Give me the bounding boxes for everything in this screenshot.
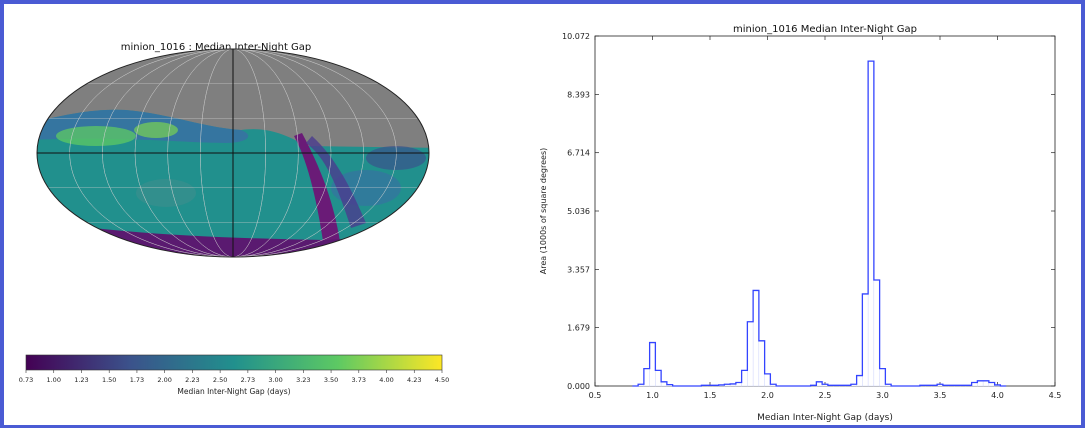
histogram-bars <box>637 60 1001 387</box>
sky-galactic-plane <box>294 133 341 248</box>
y-tick-label: 10.072 <box>562 32 590 41</box>
histogram-bar <box>747 321 754 387</box>
histogram-bar <box>873 279 880 387</box>
x-tick-label: 4.0 <box>991 391 1004 400</box>
skymap-mollweide <box>37 49 429 257</box>
colorbar-tick-label: 2.00 <box>157 376 171 384</box>
colorbar-label: Median Inter-Night Gap (days) <box>177 387 290 396</box>
sky-galactic-band <box>306 136 366 228</box>
plot-area <box>594 35 1056 387</box>
histogram-bar <box>982 380 990 387</box>
y-axis-label: Area (1000s of square degrees) <box>539 148 548 275</box>
x-tick-label: 2.5 <box>819 391 832 400</box>
histogram-title: minion_1016 Median Inter-Night Gap <box>733 24 917 35</box>
colorbar-tick-label: 0.73 <box>19 376 33 384</box>
sky-patch <box>56 126 136 146</box>
x-tick-label: 2.0 <box>761 391 774 400</box>
sky-masked-region <box>37 49 429 148</box>
skymap-figure: minion_1016 : Median Inter-Night Gap 0.7… <box>19 42 449 396</box>
x-axis-label: Median Inter-Night Gap (days) <box>757 413 893 423</box>
histogram-bar <box>741 370 748 387</box>
x-tick-label: 3.0 <box>876 391 889 400</box>
colorbar-tick-label: 4.50 <box>435 376 449 384</box>
sky-patch <box>136 179 196 207</box>
histogram-bar <box>752 290 760 387</box>
x-tick-label: 1.5 <box>704 391 717 400</box>
colorbar-tick-label: 4.00 <box>379 376 393 384</box>
histogram-bar <box>856 375 863 387</box>
histogram-bar <box>977 380 984 387</box>
skymap-panel: minion_1016 : Median Inter-Night Gap 0.7… <box>6 18 451 418</box>
histogram-bar <box>867 60 875 387</box>
skymap-title: minion_1016 : Median Inter-Night Gap <box>121 42 312 53</box>
colorbar-tick-label: 1.23 <box>74 376 88 384</box>
x-tick-label: 3.5 <box>934 391 947 400</box>
colorbar-tick-label: 4.23 <box>407 376 421 384</box>
histogram-step-line <box>632 60 1007 387</box>
colorbar-ticks: 0.73 1.00 1.23 1.50 1.73 2.00 2.23 2.50 2.73 3.00… <box>19 370 449 384</box>
y-tick-label: 5.036 <box>567 207 590 216</box>
histogram-bar <box>879 368 886 387</box>
y-tick-label: 1.679 <box>567 324 590 333</box>
histogram-bar <box>649 342 656 387</box>
colorbar-tick-label: 3.00 <box>268 376 282 384</box>
x-axis: 0.5 1.0 1.5 2.0 2.5 3.0 3.5 4.0 4.5 <box>589 36 1062 400</box>
y-tick-label: 0.000 <box>567 382 590 391</box>
histogram-bar <box>643 368 650 387</box>
histogram-bar <box>758 340 765 387</box>
colorbar-tick-label: 2.73 <box>241 376 255 384</box>
histogram-figure: minion_1016 Median Inter-Night Gap 0.000… <box>539 24 1062 423</box>
y-axis: 0.000 1.679 3.357 5.036 6.714 8.393 10.072 <box>562 32 1055 391</box>
colorbar-tick-label: 1.73 <box>130 376 144 384</box>
histogram-bar <box>764 373 771 387</box>
colorbar <box>25 354 443 371</box>
sky-patch <box>134 122 178 138</box>
y-tick-label: 3.357 <box>567 265 590 274</box>
colorbar-tick-label: 1.50 <box>102 376 116 384</box>
colorbar-tick-label: 2.23 <box>185 376 199 384</box>
x-tick-label: 4.5 <box>1049 391 1062 400</box>
colorbar-tick-label: 3.73 <box>352 376 366 384</box>
colorbar-tick-label: 3.23 <box>296 376 310 384</box>
histogram-bar <box>655 370 662 387</box>
histogram-panel: minion_1016 Median Inter-Night Gap 0.000… <box>520 18 1075 423</box>
colorbar-tick-label: 2.50 <box>213 376 227 384</box>
y-tick-label: 8.393 <box>567 90 590 99</box>
y-tick-label: 6.714 <box>567 149 590 158</box>
histogram-bar <box>862 293 869 387</box>
colorbar-tick-label: 3.50 <box>324 376 338 384</box>
x-tick-label: 1.0 <box>646 391 659 400</box>
colorbar-tick-label: 1.00 <box>46 376 60 384</box>
x-tick-label: 0.5 <box>589 391 602 400</box>
